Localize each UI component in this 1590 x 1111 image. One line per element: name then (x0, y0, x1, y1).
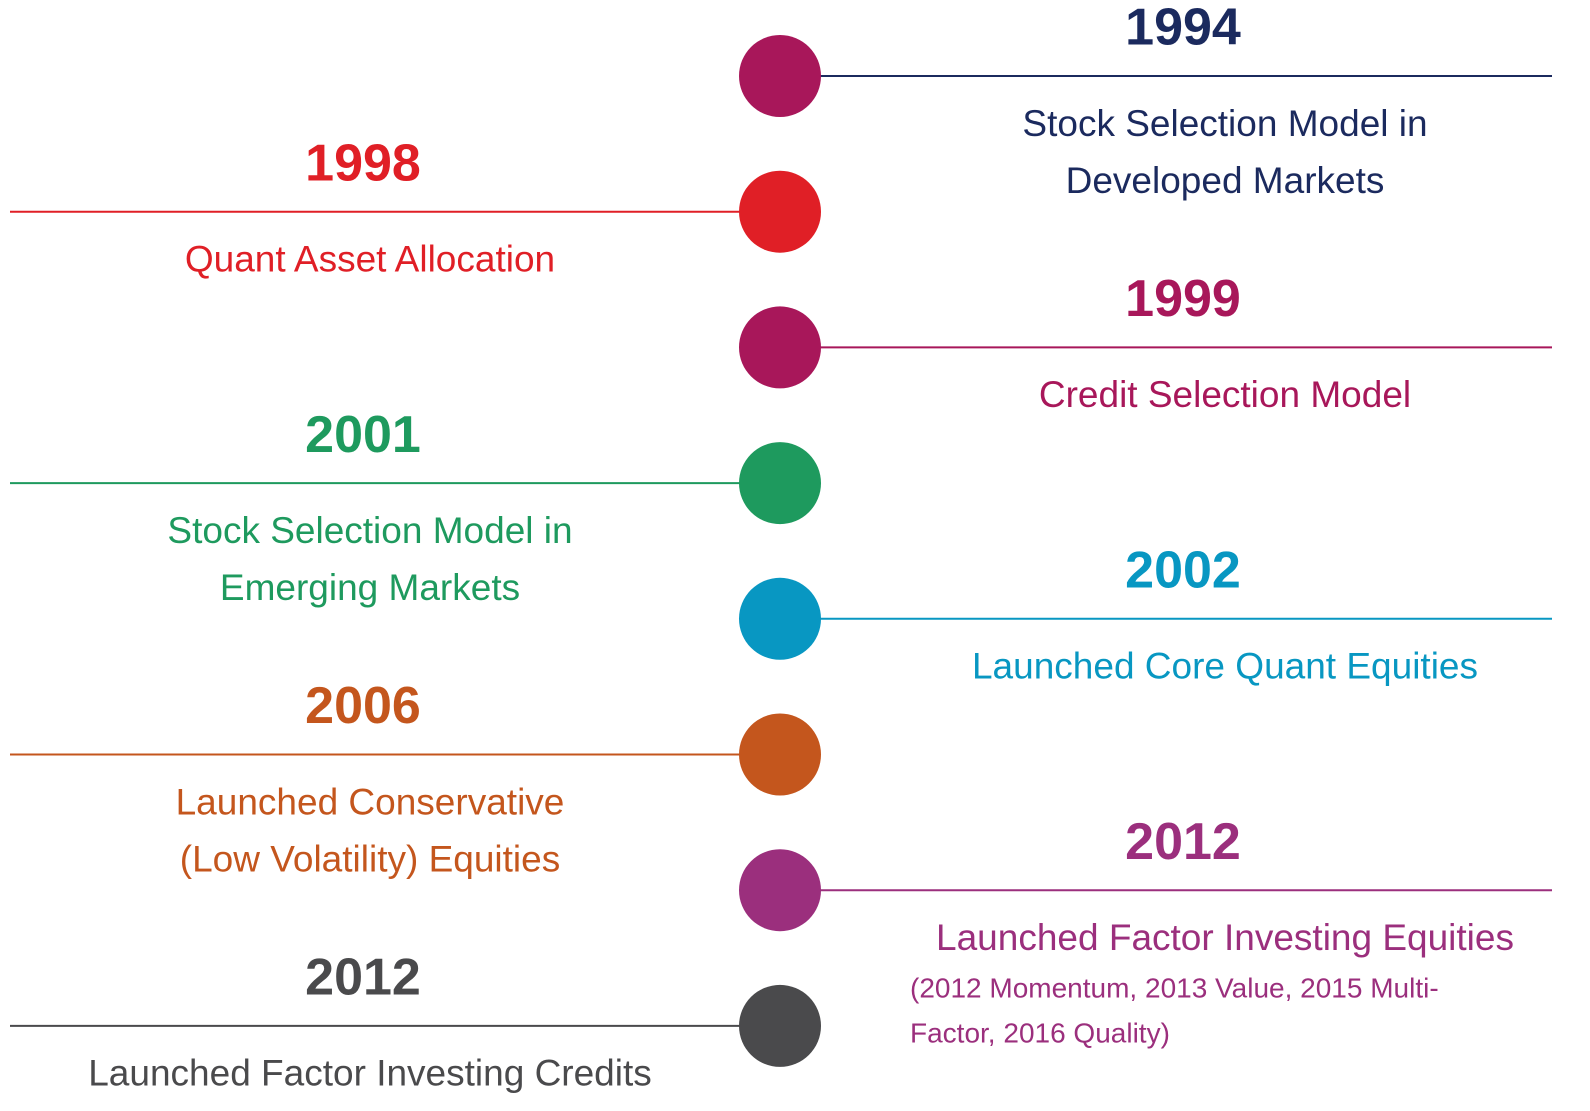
event-description: Launched Factor Investing Equities (936, 917, 1514, 958)
event-description: Launched Core Quant Equities (972, 646, 1478, 687)
event-year: 1994 (1125, 0, 1241, 57)
event-year: 2012 (305, 949, 421, 1007)
timeline-dot (739, 35, 821, 117)
event-description: Launched Factor Investing Credits (88, 1053, 652, 1094)
event-description: Credit Selection Model (1039, 374, 1411, 415)
event-description: Launched Conservative (176, 781, 565, 822)
event-description: Emerging Markets (220, 567, 520, 608)
event-year: 1998 (305, 134, 421, 192)
event-note: (2012 Momentum, 2013 Value, 2015 Multi- (910, 973, 1439, 1004)
event-year: 1999 (1125, 270, 1241, 328)
event-description: Developed Markets (1066, 160, 1385, 201)
timeline-dot (739, 170, 821, 253)
timeline-dot (739, 306, 821, 389)
timeline-dot (739, 984, 821, 1067)
event-description: Stock Selection Model in (1022, 103, 1427, 144)
event-year: 2002 (1125, 542, 1241, 600)
timeline-dot (739, 849, 821, 932)
event-year: 2001 (305, 406, 421, 464)
timeline-dot (739, 577, 821, 660)
event-description: Quant Asset Allocation (185, 238, 555, 279)
timeline-dot (739, 713, 821, 796)
event-note: Factor, 2016 Quality) (910, 1018, 1170, 1049)
event-year: 2006 (305, 677, 421, 735)
event-description: Stock Selection Model in (167, 510, 572, 551)
event-description: (Low Volatility) Equities (180, 838, 560, 879)
event-year: 2012 (1125, 813, 1241, 871)
timeline-dot (739, 442, 821, 525)
